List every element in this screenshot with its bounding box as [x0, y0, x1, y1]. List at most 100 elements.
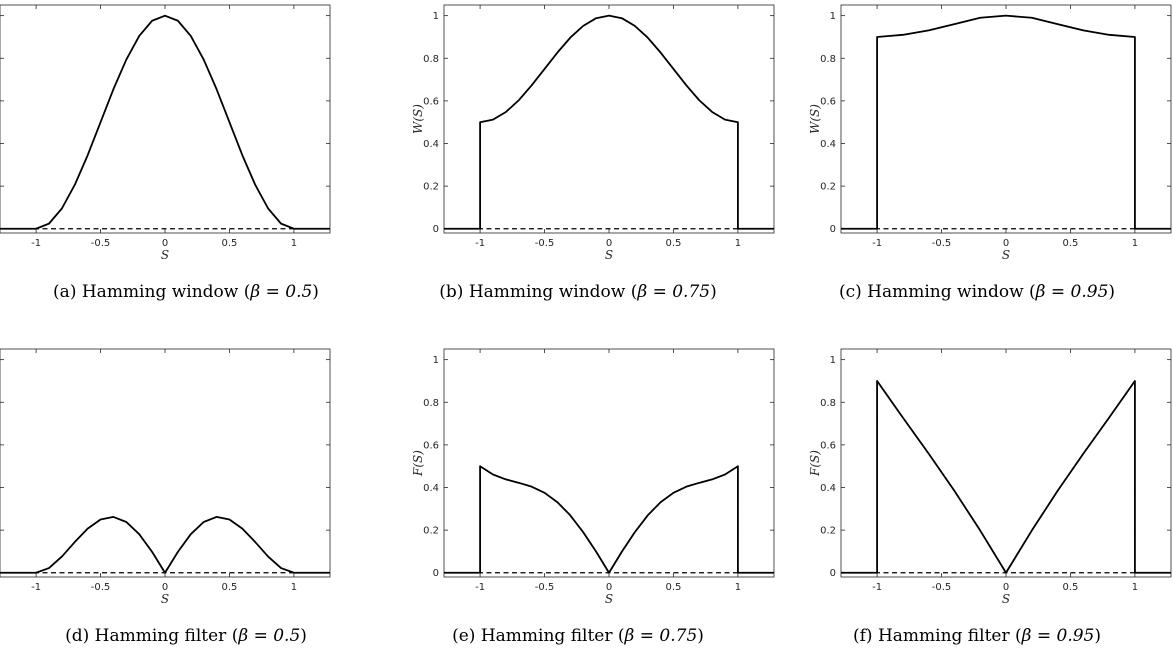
x-axis-label: S: [161, 592, 169, 606]
caption-part: Hamming filter (: [878, 626, 1022, 646]
caption-part: β = 0.5: [249, 282, 312, 302]
y-tick-label: 0.8: [423, 54, 439, 65]
caption-part: (d): [65, 626, 95, 646]
y-tick-label: 0: [830, 568, 836, 579]
y-tick-label: 1: [830, 355, 836, 366]
caption-part: Hamming filter (: [481, 626, 625, 646]
x-tick-label: 0.5: [222, 238, 238, 249]
y-tick-label: 1: [830, 11, 836, 22]
y-tick-label: 0.6: [820, 96, 836, 107]
x-tick-label: -1: [872, 238, 882, 249]
filter-curve: [0, 516, 330, 574]
y-tick-label: 1: [433, 11, 439, 22]
axes-frame: [840, 348, 1172, 578]
y-tick-label: 0.8: [820, 54, 836, 65]
x-tick-label: -0.5: [91, 582, 111, 593]
x-tick-label: -0.5: [535, 582, 555, 593]
x-tick-label: 1: [735, 582, 741, 593]
caption-part: Hamming window (: [867, 282, 1036, 302]
y-tick-label: 0.8: [423, 398, 439, 409]
y-axis-label: F(S): [411, 450, 425, 477]
subfigure-caption: (e) Hamming filter (β = 0.75): [452, 626, 704, 646]
caption-part: ): [1108, 282, 1115, 302]
subfigure-caption: (a) Hamming window (β = 0.5): [53, 282, 319, 302]
x-tick-label: 0: [1003, 582, 1009, 593]
x-axis-label: S: [605, 248, 613, 262]
x-tick-label: 0: [606, 582, 612, 593]
x-axis-label: S: [161, 248, 169, 262]
window-curve: [444, 14, 774, 230]
x-tick-label: 1: [735, 238, 741, 249]
y-tick-label: 0.4: [820, 483, 836, 494]
x-tick-label: 0: [606, 238, 612, 249]
x-tick-label: 0.5: [1063, 582, 1079, 593]
caption-part: β = 0.75: [636, 282, 710, 302]
x-tick-label: 0.5: [222, 582, 238, 593]
y-tick-label: 0: [433, 224, 439, 235]
caption-part: β = 0.75: [624, 626, 698, 646]
x-tick-label: 0.5: [666, 582, 682, 593]
x-axis-label: S: [1002, 592, 1010, 606]
caption-part: (b): [439, 282, 469, 302]
y-tick-label: 0.6: [423, 440, 439, 451]
filter-curve: [444, 465, 774, 574]
x-tick-label: -0.5: [932, 582, 952, 593]
caption-part: Hamming window (: [469, 282, 638, 302]
caption-part: (e): [452, 626, 481, 646]
x-tick-label: -1: [872, 582, 882, 593]
x-tick-label: 0.5: [1063, 238, 1079, 249]
x-tick-label: 1: [1132, 238, 1138, 249]
x-tick-label: -1: [475, 238, 485, 249]
x-tick-label: 0.5: [666, 238, 682, 249]
chart-panel-f: -1 -0.5 0 0.5 1 0 0.2 0.4 0.6 0.8 1 S F(S) (f) Hammin…: [808, 348, 1172, 646]
x-tick-label: -0.5: [932, 238, 952, 249]
caption-part: (c): [839, 282, 867, 302]
chart-panel-e: -1 -0.5 0 0.5 1 0 0.2 0.4 0.6 0.8 1 S F(S) (e) Hammin…: [411, 348, 775, 646]
axes-frame: [840, 4, 1172, 234]
caption-part: ): [710, 282, 717, 302]
y-tick-label: 0.2: [423, 526, 439, 537]
caption-part: ): [312, 282, 319, 302]
caption-part: Hamming filter (: [95, 626, 239, 646]
axes-frame: [0, 348, 331, 578]
chart-panel-c: -1 -0.5 0 0.5 1 0 0.2 0.4 0.6 0.8 1 S W(S) (c) Hammin…: [808, 4, 1172, 302]
subfigure-caption: (f) Hamming filter (β = 0.95): [853, 626, 1101, 646]
caption-part: (f): [853, 626, 878, 646]
axes-frame: [443, 348, 775, 578]
y-axis-label: W(S): [808, 104, 822, 134]
y-axis-label: F(S): [808, 450, 822, 477]
y-tick-label: 0: [830, 224, 836, 235]
x-tick-label: -1: [475, 582, 485, 593]
x-tick-label: -1: [31, 238, 41, 249]
subfigure-caption: (c) Hamming window (β = 0.95): [839, 282, 1115, 302]
y-axis-label: W(S): [411, 104, 425, 134]
x-tick-label: -1: [31, 582, 41, 593]
x-tick-label: 0: [1003, 238, 1009, 249]
x-axis-label: S: [1002, 248, 1010, 262]
y-tick-label: 0.6: [820, 440, 836, 451]
y-tick-label: 1: [433, 355, 439, 366]
x-tick-label: 1: [1132, 582, 1138, 593]
axes-frame: [0, 4, 331, 234]
caption-part: β = 0.95: [1021, 626, 1095, 646]
subfigure-caption: (b) Hamming window (β = 0.75): [439, 282, 716, 302]
caption-part: β = 0.95: [1035, 282, 1109, 302]
subfigure-caption: (d) Hamming filter (β = 0.5): [65, 626, 307, 646]
x-tick-label: 0: [162, 238, 168, 249]
window-curve: [0, 14, 330, 230]
caption-part: ): [1094, 626, 1101, 646]
filter-curve: [841, 380, 1171, 574]
x-tick-label: 0: [162, 582, 168, 593]
y-tick-label: 0.6: [423, 96, 439, 107]
x-tick-label: 1: [291, 582, 297, 593]
caption-part: (a): [53, 282, 82, 302]
y-tick-label: 0.4: [423, 139, 439, 150]
y-tick-label: 0.8: [820, 398, 836, 409]
y-tick-label: 0.2: [820, 182, 836, 193]
caption-part: ): [697, 626, 704, 646]
chart-panel-b: -1 -0.5 0 0.5 1 0 0.2 0.4 0.6 0.8 1 S W(S) (b) Hammin…: [411, 4, 775, 302]
caption-part: β = 0.5: [237, 626, 300, 646]
